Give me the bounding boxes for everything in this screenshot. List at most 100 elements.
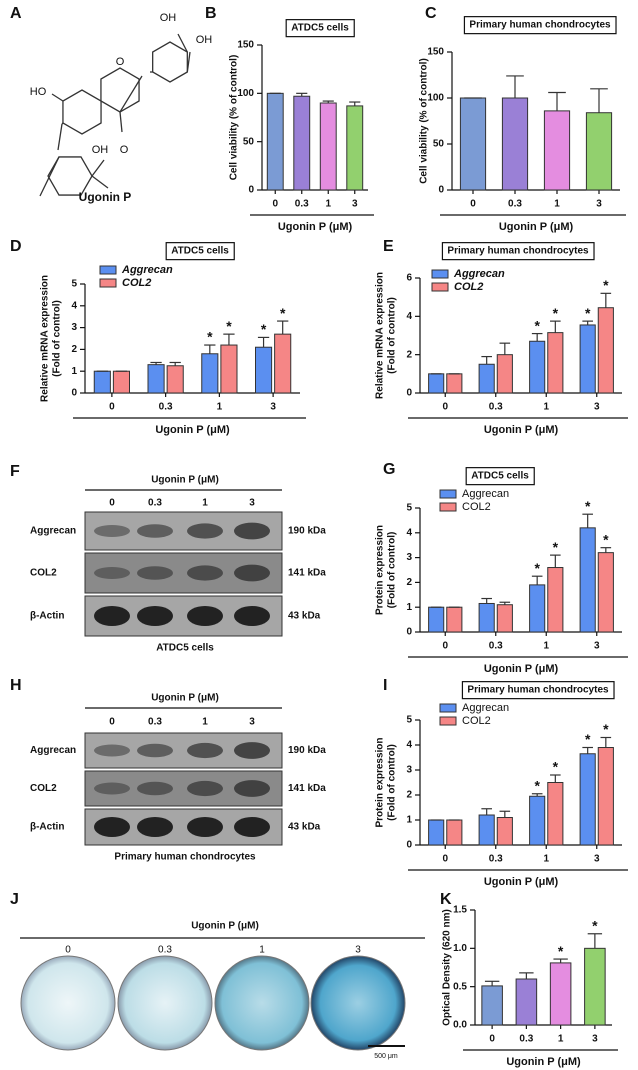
well <box>310 955 406 1051</box>
panel-letter: I <box>383 677 387 694</box>
title-box <box>463 16 617 35</box>
bond <box>39 156 60 197</box>
error-bar <box>499 342 511 355</box>
chart-title: ATDC5 cells <box>471 471 529 482</box>
blot-band <box>94 606 130 626</box>
y-tick-label: 1 <box>406 602 412 613</box>
panel-letter: F <box>10 463 20 480</box>
legend-swatch <box>99 278 117 288</box>
bar <box>496 817 513 846</box>
y-axis-label: Relative mRNA expression <box>375 272 386 399</box>
y-tick-label: 1.0 <box>453 943 467 954</box>
bar <box>446 606 463 633</box>
significance: * <box>261 321 267 337</box>
panel-letter: J <box>10 891 19 908</box>
y-axis-label: Cell viability (% of control) <box>419 58 430 184</box>
panel-letter: E <box>383 238 394 255</box>
y-tick-label: 4 <box>71 300 77 311</box>
error-bar <box>531 575 543 585</box>
x-tick-label: 3 <box>270 402 276 413</box>
y-tick-label: 0.0 <box>453 1020 467 1031</box>
blot-band <box>234 522 270 540</box>
blot-band <box>234 780 270 797</box>
chart-title: ATDC5 cells <box>171 246 229 257</box>
blot-band <box>137 566 173 580</box>
error-bar <box>204 344 216 354</box>
x-tick-label: 3 <box>352 199 358 210</box>
title-box <box>165 242 235 261</box>
protein-name: COL2 <box>30 783 57 794</box>
error-bar <box>506 75 524 98</box>
blot-band <box>234 742 270 759</box>
error-bar <box>582 746 593 754</box>
atom-label: O <box>120 144 129 156</box>
bond <box>57 123 63 151</box>
blot-band <box>94 525 130 537</box>
x-tick-label: 0 <box>442 641 448 652</box>
panel-letter: H <box>10 677 22 694</box>
bar <box>579 753 596 846</box>
y-axis-label: (Fold of control) <box>52 300 63 377</box>
significance: * <box>585 731 591 747</box>
bar <box>446 819 463 846</box>
significance: * <box>226 318 232 334</box>
atom-label: OH <box>160 12 177 24</box>
x-tick-label: 3 <box>594 402 600 413</box>
well-label: 0 <box>65 945 71 956</box>
blot-band <box>137 743 173 758</box>
significance: * <box>585 305 591 321</box>
blot-caption: ATDC5 cells <box>156 643 214 654</box>
y-axis-label: (Fold of control) <box>387 532 398 609</box>
error-bar <box>499 601 511 605</box>
x-tick-label: 1 <box>543 854 549 865</box>
bar <box>478 814 495 846</box>
bar <box>496 354 513 394</box>
atom-label: OH <box>92 144 109 156</box>
legend-label: COL2 <box>462 715 491 727</box>
y-tick-label: 4 <box>406 740 412 751</box>
bar <box>201 353 219 394</box>
error-bar <box>548 91 566 111</box>
blot-band <box>94 782 130 795</box>
y-tick-label: 100 <box>237 88 254 99</box>
x-axis-label: Ugonin P (μM) <box>484 424 559 436</box>
y-tick-label: 5 <box>71 279 77 290</box>
y-tick-label: 1.5 <box>453 905 467 916</box>
chart-title: Primary human chondrocytes <box>467 685 609 696</box>
panel-letter: K <box>440 891 452 908</box>
error-bar <box>481 808 492 815</box>
blot-header: Ugonin P (μM) <box>151 693 219 704</box>
y-tick-label: 2 <box>406 790 412 801</box>
blot-band <box>137 781 173 796</box>
y-tick-label: 2 <box>406 349 412 360</box>
y-tick-label: 4 <box>406 311 412 322</box>
significance: * <box>603 531 609 547</box>
x-tick-label: 0.3 <box>295 199 309 210</box>
error-bar <box>550 320 561 333</box>
lane-label: 1 <box>202 498 208 509</box>
legend-label: Aggrecan <box>453 268 505 280</box>
protein-name: β-Actin <box>30 822 64 833</box>
y-tick-label: 4 <box>406 527 412 538</box>
x-tick-label: 0.3 <box>519 1034 533 1045</box>
y-tick-label: 2 <box>406 577 412 588</box>
error-bar <box>600 547 612 553</box>
chart-title: Primary human chondrocytes <box>469 20 611 31</box>
blot-band <box>234 817 270 837</box>
error-bar <box>169 361 181 366</box>
y-tick-label: 5 <box>406 715 412 726</box>
bond <box>119 111 123 133</box>
atom-label: HO <box>30 86 47 98</box>
bar <box>579 527 596 633</box>
blot-band <box>94 567 130 579</box>
panel-letter: C <box>425 5 437 22</box>
blot-band <box>137 817 173 837</box>
x-tick-label: 0.3 <box>508 199 522 210</box>
x-tick-label: 3 <box>592 1034 598 1045</box>
legend-label: COL2 <box>462 501 491 513</box>
bar <box>515 978 538 1026</box>
legend-swatch <box>439 489 457 499</box>
ring <box>47 156 93 196</box>
x-tick-label: 0.3 <box>489 641 503 652</box>
